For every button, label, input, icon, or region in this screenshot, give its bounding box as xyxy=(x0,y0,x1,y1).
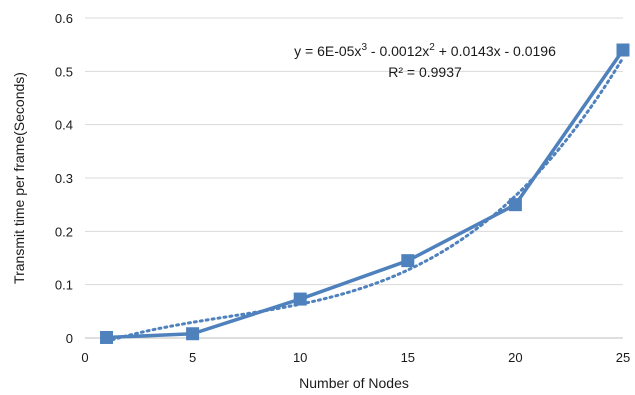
y-tick-label: 0.4 xyxy=(55,118,73,133)
y-tick-label: 0.6 xyxy=(55,11,73,26)
y-axis-label: Transmit time per frame(Seconds) xyxy=(11,72,27,284)
equation-prefix: y = 6E-05x xyxy=(294,43,361,59)
data-point xyxy=(616,43,630,57)
data-point xyxy=(401,254,415,268)
r-squared-label: R² = 0.9937 xyxy=(388,64,462,80)
y-tick-label: 0.2 xyxy=(55,224,73,239)
series-line xyxy=(106,49,625,340)
y-tick-label: 0.3 xyxy=(55,171,73,186)
data-point xyxy=(186,327,200,341)
y-tick-label: 0.1 xyxy=(55,278,73,293)
equation-sup-2: 2 xyxy=(429,42,435,53)
x-tick-label: 0 xyxy=(81,350,88,365)
series-group xyxy=(100,43,630,344)
x-tick-label: 10 xyxy=(293,350,307,365)
data-point xyxy=(293,292,307,306)
x-tick-label: 5 xyxy=(189,350,196,365)
x-axis-label: Number of Nodes xyxy=(299,375,409,391)
trendline-equation: y = 6E-05x3 - 0.0012x2 + 0.0143x - 0.019… xyxy=(294,42,556,59)
equation-suffix: + 0.0143x - 0.0196 xyxy=(435,43,556,59)
series-markers xyxy=(100,43,630,344)
trendline xyxy=(105,56,625,343)
data-point xyxy=(508,198,522,212)
gridlines xyxy=(85,17,623,286)
trendline-group xyxy=(105,56,625,343)
equation-mid: - 0.0012x xyxy=(367,43,429,59)
y-tick-label: 0 xyxy=(66,331,73,346)
x-tick-label: 15 xyxy=(401,350,415,365)
x-tick-labels: 0 5 10 15 20 25 xyxy=(81,350,630,365)
y-tick-labels: 0 0.1 0.2 0.3 0.4 0.5 0.6 xyxy=(55,11,73,346)
x-tick-label: 20 xyxy=(508,350,522,365)
equation-sup-3: 3 xyxy=(361,42,367,53)
data-point xyxy=(100,330,114,344)
y-tick-label: 0.5 xyxy=(55,64,73,79)
x-tick-label: 25 xyxy=(616,350,630,365)
